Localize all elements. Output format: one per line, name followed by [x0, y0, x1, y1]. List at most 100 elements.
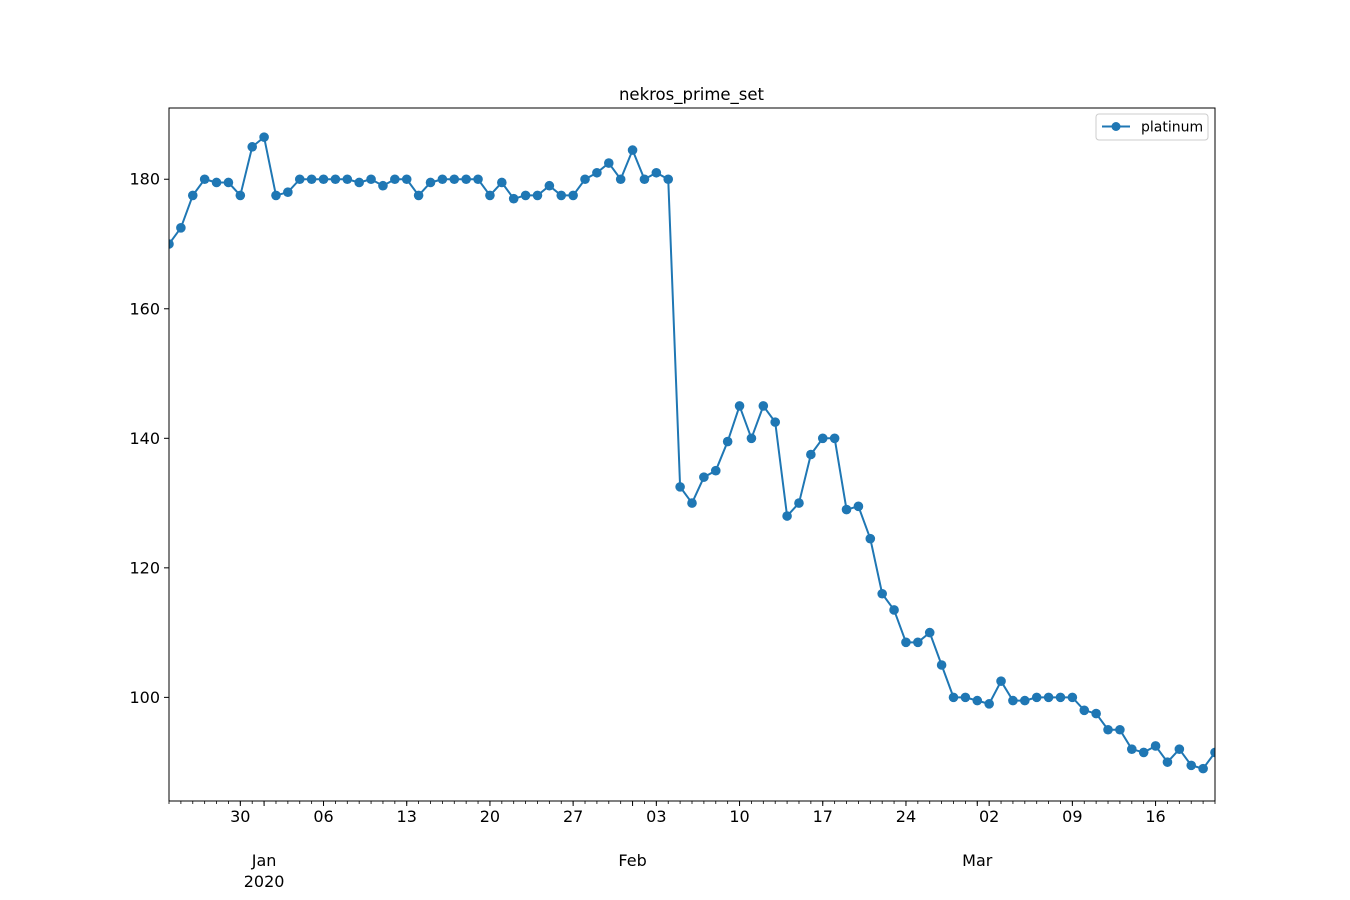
data-point	[841, 504, 852, 515]
data-point	[722, 436, 733, 447]
data-point	[283, 187, 293, 197]
data-point	[746, 433, 757, 444]
legend-marker-swatch	[1111, 122, 1121, 131]
data-point	[913, 637, 923, 648]
data-point	[378, 180, 388, 191]
data-point	[710, 465, 721, 476]
data-point	[342, 174, 353, 185]
x-tick-label-30: 30	[230, 807, 250, 826]
data-point	[1079, 705, 1090, 716]
y-tick-label-160: 160	[129, 299, 160, 318]
legend-label-platinum: platinum	[1141, 120, 1203, 136]
data-point	[960, 692, 971, 703]
chart-title: nekros_prime_set	[619, 85, 765, 105]
data-point	[1162, 757, 1173, 767]
x-tick-label-20: 20	[480, 807, 500, 826]
data-point	[247, 142, 258, 152]
data-point	[413, 190, 424, 201]
data-point	[425, 177, 436, 188]
series-layer	[169, 132, 1215, 774]
data-point	[1020, 695, 1030, 706]
data-point	[758, 401, 769, 411]
data-point	[948, 692, 959, 703]
y-tick-label-140: 140	[129, 429, 160, 448]
data-point	[169, 239, 174, 249]
data-point	[330, 174, 341, 185]
data-point	[770, 417, 781, 427]
data-point	[901, 637, 911, 648]
x-tick-label-13: 13	[397, 807, 417, 826]
data-point	[1008, 695, 1018, 706]
data-point	[354, 177, 364, 188]
y-tick-label-100: 100	[129, 688, 160, 707]
data-point	[936, 660, 947, 670]
legend-frame	[1095, 113, 1209, 141]
data-point	[603, 158, 614, 168]
data-point	[1186, 760, 1197, 771]
x-tick-label-06: 06	[313, 807, 333, 826]
x-tick-label-17: 17	[813, 807, 833, 826]
data-point	[853, 501, 864, 512]
data-point	[663, 174, 674, 185]
data-point	[449, 174, 460, 185]
x-month-label-Jan: Jan	[251, 851, 277, 870]
data-point	[639, 174, 650, 185]
data-point	[592, 167, 602, 178]
data-point	[235, 190, 246, 201]
x-month-label-Mar: Mar	[962, 851, 993, 870]
data-point	[437, 174, 448, 185]
data-point	[1138, 747, 1149, 758]
data-point	[996, 676, 1006, 686]
data-point	[829, 433, 840, 444]
data-point	[401, 174, 412, 185]
series-line-platinum	[169, 136, 1215, 770]
data-point	[1043, 692, 1054, 703]
data-point	[259, 132, 269, 142]
data-point	[734, 401, 745, 411]
data-point	[556, 190, 567, 201]
data-point	[318, 174, 329, 185]
data-point	[306, 174, 317, 185]
data-point	[532, 190, 543, 201]
x-tick-label-02: 02	[979, 807, 999, 826]
data-point	[176, 223, 186, 233]
x-tick-label-24: 24	[896, 807, 916, 826]
data-point	[924, 627, 935, 638]
data-point	[1198, 763, 1208, 774]
data-point	[294, 174, 305, 185]
data-point	[699, 472, 709, 482]
data-point	[390, 174, 400, 185]
data-point	[544, 180, 555, 191]
data-point	[580, 174, 590, 185]
data-point	[187, 190, 198, 201]
data-point	[485, 190, 495, 201]
data-point	[1150, 741, 1161, 751]
x-tick-label-27: 27	[563, 807, 583, 826]
data-point	[1174, 744, 1185, 754]
x-year-label-2020: 2020	[244, 872, 285, 891]
data-point	[687, 498, 697, 508]
data-point	[1055, 692, 1066, 703]
data-point	[794, 498, 804, 508]
data-point	[817, 433, 828, 444]
data-point	[1091, 708, 1101, 719]
data-point	[984, 699, 994, 709]
x-tick-label-16: 16	[1145, 807, 1165, 826]
data-point	[1210, 747, 1215, 758]
data-point	[520, 190, 531, 201]
data-point	[806, 449, 816, 460]
data-point	[877, 588, 887, 599]
data-point	[271, 190, 281, 201]
x-tick-label-03: 03	[646, 807, 666, 826]
y-tick-label-120: 120	[129, 558, 160, 577]
data-point	[497, 177, 507, 188]
data-point	[568, 190, 578, 201]
data-point	[675, 482, 685, 492]
axes-layer: 30 06 13 20 27 03 10 17 24 02 09 16 Jan 2020 Feb Mar 100…	[129, 107, 1216, 891]
data-point	[615, 174, 626, 185]
data-point	[627, 145, 638, 155]
data-point	[199, 174, 210, 185]
data-point	[1126, 744, 1137, 754]
data-point	[972, 695, 983, 706]
